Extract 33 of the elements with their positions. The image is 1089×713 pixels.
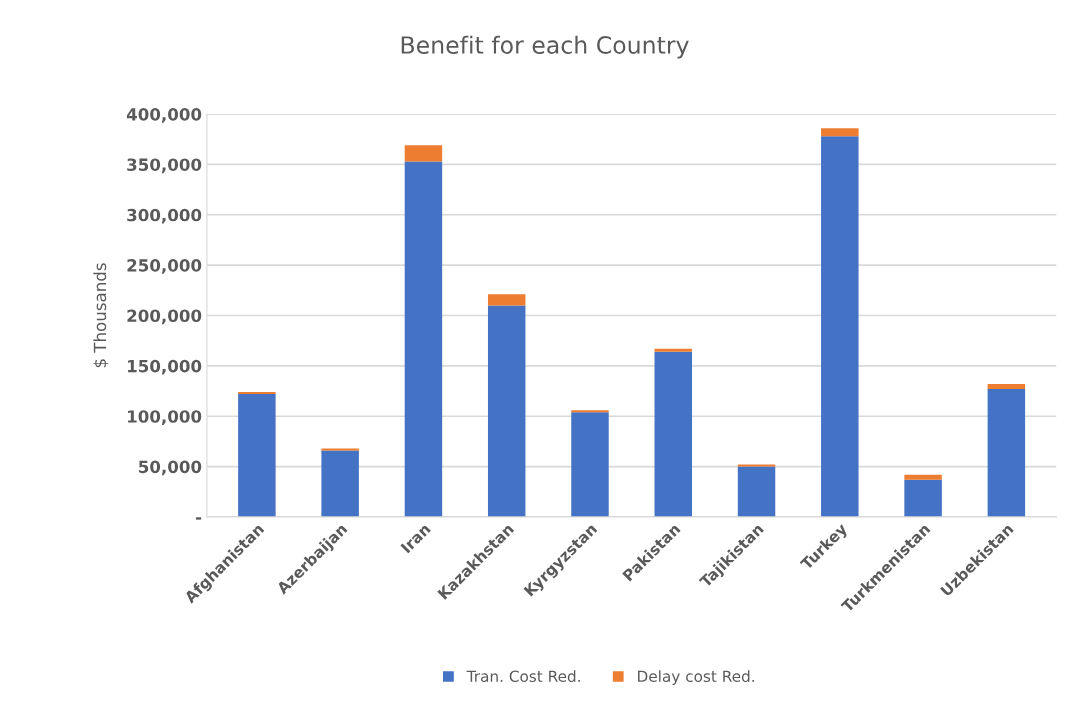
y-tick-label: 100,000 bbox=[128, 410, 202, 425]
y-axis-title: $ Thousands bbox=[93, 263, 109, 368]
bar bbox=[404, 161, 443, 517]
bar bbox=[238, 394, 276, 517]
y-tick-label: 250,000 bbox=[127, 259, 202, 274]
bar bbox=[238, 392, 276, 395]
bar bbox=[654, 351, 692, 517]
y-tick-label: 50,000 bbox=[139, 460, 202, 476]
y-tick-label: 300,000 bbox=[127, 208, 202, 224]
bar bbox=[821, 128, 859, 137]
bar bbox=[904, 474, 942, 480]
bar bbox=[737, 464, 776, 467]
bar bbox=[987, 383, 1026, 390]
legend-label: Tran. Cost Red. bbox=[466, 670, 580, 683]
bar bbox=[737, 466, 776, 517]
bar bbox=[321, 450, 359, 517]
bar bbox=[571, 412, 609, 517]
y-tick-label: 200,000 bbox=[127, 309, 202, 325]
legend-label: Delay cost Red. bbox=[638, 670, 754, 685]
bar bbox=[404, 145, 443, 162]
y-tick-label: 350,000 bbox=[127, 158, 202, 174]
y-tick-label: 400,000 bbox=[126, 108, 202, 123]
y-tick-label: 150,000 bbox=[128, 359, 202, 375]
bar bbox=[904, 479, 942, 517]
bar bbox=[987, 389, 1026, 517]
bar bbox=[487, 294, 526, 306]
bar bbox=[487, 305, 526, 517]
chart-title: Benefit for each Country bbox=[401, 35, 689, 59]
y-tick-label: - bbox=[196, 517, 202, 520]
bar bbox=[654, 348, 692, 352]
bar bbox=[821, 136, 859, 517]
bar bbox=[571, 410, 609, 413]
bar bbox=[321, 448, 359, 451]
